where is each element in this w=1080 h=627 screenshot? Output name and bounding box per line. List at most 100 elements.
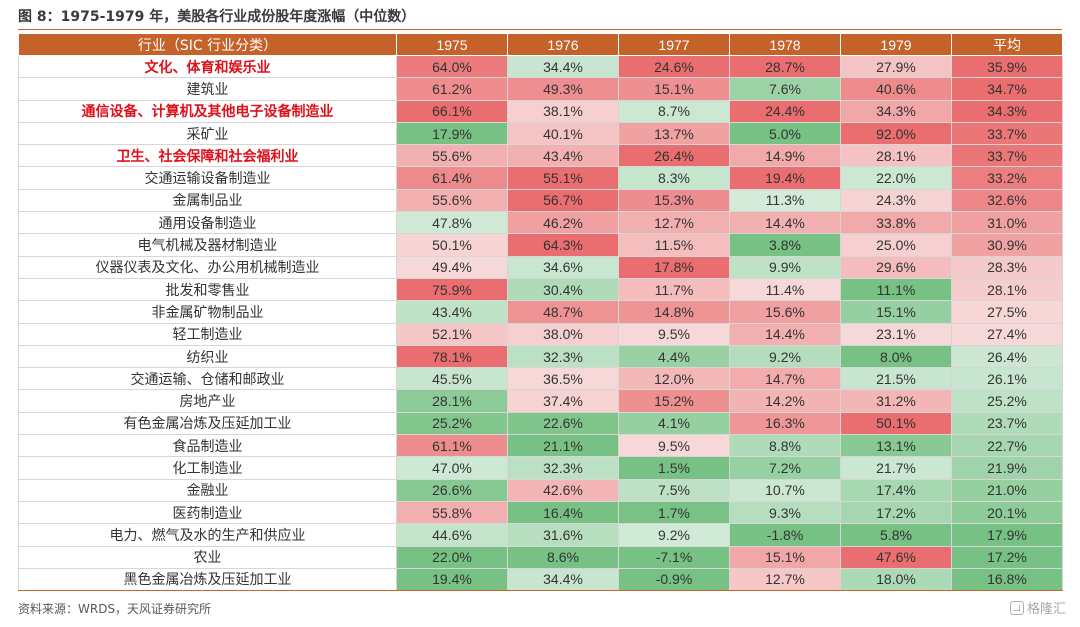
year-value-cell: 25.0%: [840, 233, 952, 257]
average-cell: 16.8%: [951, 567, 1063, 592]
year-value-cell: 14.4%: [729, 211, 841, 235]
average-cell: 28.1%: [951, 277, 1063, 302]
industry-name: 通信设备、计算机及其他电子设备制造业: [18, 99, 397, 123]
industry-name: 金属制品业: [18, 188, 397, 213]
year-value-cell: 55.6%: [396, 144, 508, 168]
year-value-cell: -1.8%: [729, 523, 841, 547]
table-row: 黑色金属冶炼及压延加工业 19.4% 34.4% -0.9% 12.7% 18.0% 16.…: [18, 567, 1063, 592]
year-value-cell: 33.8%: [840, 211, 952, 235]
year-value-cell: 4.1%: [618, 411, 730, 436]
table-row: 房地产业 28.1% 37.4% 15.2% 14.2% 31.2% 25.2%: [18, 389, 1063, 413]
year-value-cell: 48.7%: [507, 300, 619, 324]
year-value-cell: 15.3%: [618, 188, 730, 213]
year-value-cell: 55.1%: [507, 166, 619, 190]
industry-name: 建筑业: [18, 77, 397, 101]
year-value-cell: 18.0%: [840, 567, 952, 592]
table-row: 轻工制造业 52.1% 38.0% 9.5% 14.4% 23.1% 27.4%: [18, 322, 1063, 346]
year-value-cell: 32.3%: [507, 456, 619, 480]
year-value-cell: 19.4%: [396, 567, 508, 592]
year-value-cell: 17.8%: [618, 255, 730, 279]
year-value-cell: -0.9%: [618, 567, 730, 592]
year-value-cell: 50.1%: [840, 411, 952, 436]
year-value-cell: 55.8%: [396, 500, 508, 525]
year-value-cell: 5.8%: [840, 523, 952, 547]
year-value-cell: 26.6%: [396, 478, 508, 502]
year-value-cell: 44.6%: [396, 523, 508, 547]
year-value-cell: 8.6%: [507, 545, 619, 569]
average-cell: 30.9%: [951, 233, 1063, 257]
year-value-cell: 8.3%: [618, 166, 730, 190]
industry-name: 有色金属冶炼及压延加工业: [18, 411, 397, 436]
table-row: 文化、体育和娱乐业 64.0% 34.4% 24.6% 28.7% 27.9% 35.9%: [18, 54, 1063, 79]
year-value-cell: 64.3%: [507, 233, 619, 257]
year-value-cell: 55.6%: [396, 188, 508, 213]
year-value-cell: 49.3%: [507, 77, 619, 101]
year-value-cell: 24.3%: [840, 188, 952, 213]
average-cell: 35.9%: [951, 54, 1063, 79]
table-row: 建筑业 61.2% 49.3% 15.1% 7.6% 40.6% 34.7%: [18, 77, 1063, 101]
industry-name: 交通运输设备制造业: [18, 166, 397, 190]
year-value-cell: 14.9%: [729, 144, 841, 168]
year-value-cell: 52.1%: [396, 322, 508, 346]
year-value-cell: 92.0%: [840, 121, 952, 146]
table-header-row: 行业（SIC 行业分类） 1975 1976 1977 1978 1979 平均: [18, 33, 1063, 56]
header-1979: 1979: [840, 33, 952, 56]
industry-name: 电气机械及器材制造业: [18, 233, 397, 257]
table-row: 有色金属冶炼及压延加工业 25.2% 22.6% 4.1% 16.3% 50.1% 23.7…: [18, 411, 1063, 436]
year-value-cell: 7.2%: [729, 456, 841, 480]
year-value-cell: 61.1%: [396, 434, 508, 458]
figure-title: 图 8：1975-1979 年，美股各行业成份股年度涨幅（中位数）: [18, 9, 416, 25]
year-value-cell: 13.7%: [618, 121, 730, 146]
average-cell: 28.3%: [951, 255, 1063, 279]
industry-name: 采矿业: [18, 121, 397, 146]
year-value-cell: 11.3%: [729, 188, 841, 213]
average-cell: 27.5%: [951, 300, 1063, 324]
industry-name: 仪器仪表及文化、办公用机械制造业: [18, 255, 397, 279]
year-value-cell: 12.0%: [618, 367, 730, 391]
year-value-cell: 19.4%: [729, 166, 841, 190]
header-1977: 1977: [618, 33, 730, 56]
year-value-cell: 16.3%: [729, 411, 841, 436]
year-value-cell: 50.1%: [396, 233, 508, 257]
year-value-cell: 64.0%: [396, 54, 508, 79]
year-value-cell: 56.7%: [507, 188, 619, 213]
year-value-cell: 34.4%: [507, 567, 619, 592]
average-cell: 17.9%: [951, 523, 1063, 547]
table-row: 电气机械及器材制造业 50.1% 64.3% 11.5% 3.8% 25.0% 30.9%: [18, 233, 1063, 257]
year-value-cell: 75.9%: [396, 277, 508, 302]
table-row: 金属制品业 55.6% 56.7% 15.3% 11.3% 24.3% 32.6%: [18, 188, 1063, 213]
average-cell: 20.1%: [951, 500, 1063, 525]
header-average: 平均: [951, 33, 1063, 56]
year-value-cell: 47.6%: [840, 545, 952, 569]
year-value-cell: 22.6%: [507, 411, 619, 436]
year-value-cell: 9.5%: [618, 322, 730, 346]
industry-name: 化工制造业: [18, 456, 397, 480]
year-value-cell: 12.7%: [729, 567, 841, 592]
year-value-cell: 28.7%: [729, 54, 841, 79]
year-value-cell: 14.7%: [729, 367, 841, 391]
year-value-cell: 29.6%: [840, 255, 952, 279]
year-value-cell: 49.4%: [396, 255, 508, 279]
year-value-cell: 11.7%: [618, 277, 730, 302]
year-value-cell: -7.1%: [618, 545, 730, 569]
year-value-cell: 11.1%: [840, 277, 952, 302]
year-value-cell: 21.5%: [840, 367, 952, 391]
year-value-cell: 5.0%: [729, 121, 841, 146]
year-value-cell: 37.4%: [507, 389, 619, 413]
year-value-cell: 78.1%: [396, 344, 508, 369]
industry-name: 批发和零售业: [18, 277, 397, 302]
year-value-cell: 9.2%: [618, 523, 730, 547]
industry-name: 轻工制造业: [18, 322, 397, 346]
year-value-cell: 21.7%: [840, 456, 952, 480]
average-cell: 17.2%: [951, 545, 1063, 569]
year-value-cell: 13.1%: [840, 434, 952, 458]
average-cell: 33.2%: [951, 166, 1063, 190]
watermark-logo-icon: [1009, 600, 1024, 615]
table-row: 电力、燃气及水的生产和供应业 44.6% 31.6% 9.2% -1.8% 5.8% 17.…: [18, 523, 1063, 547]
year-value-cell: 10.7%: [729, 478, 841, 502]
year-value-cell: 43.4%: [507, 144, 619, 168]
table-row: 通信设备、计算机及其他电子设备制造业 66.1% 38.1% 8.7% 24.4% 34.…: [18, 99, 1063, 123]
table-row: 化工制造业 47.0% 32.3% 1.5% 7.2% 21.7% 21.9%: [18, 456, 1063, 480]
average-cell: 33.7%: [951, 144, 1063, 168]
year-value-cell: 17.4%: [840, 478, 952, 502]
